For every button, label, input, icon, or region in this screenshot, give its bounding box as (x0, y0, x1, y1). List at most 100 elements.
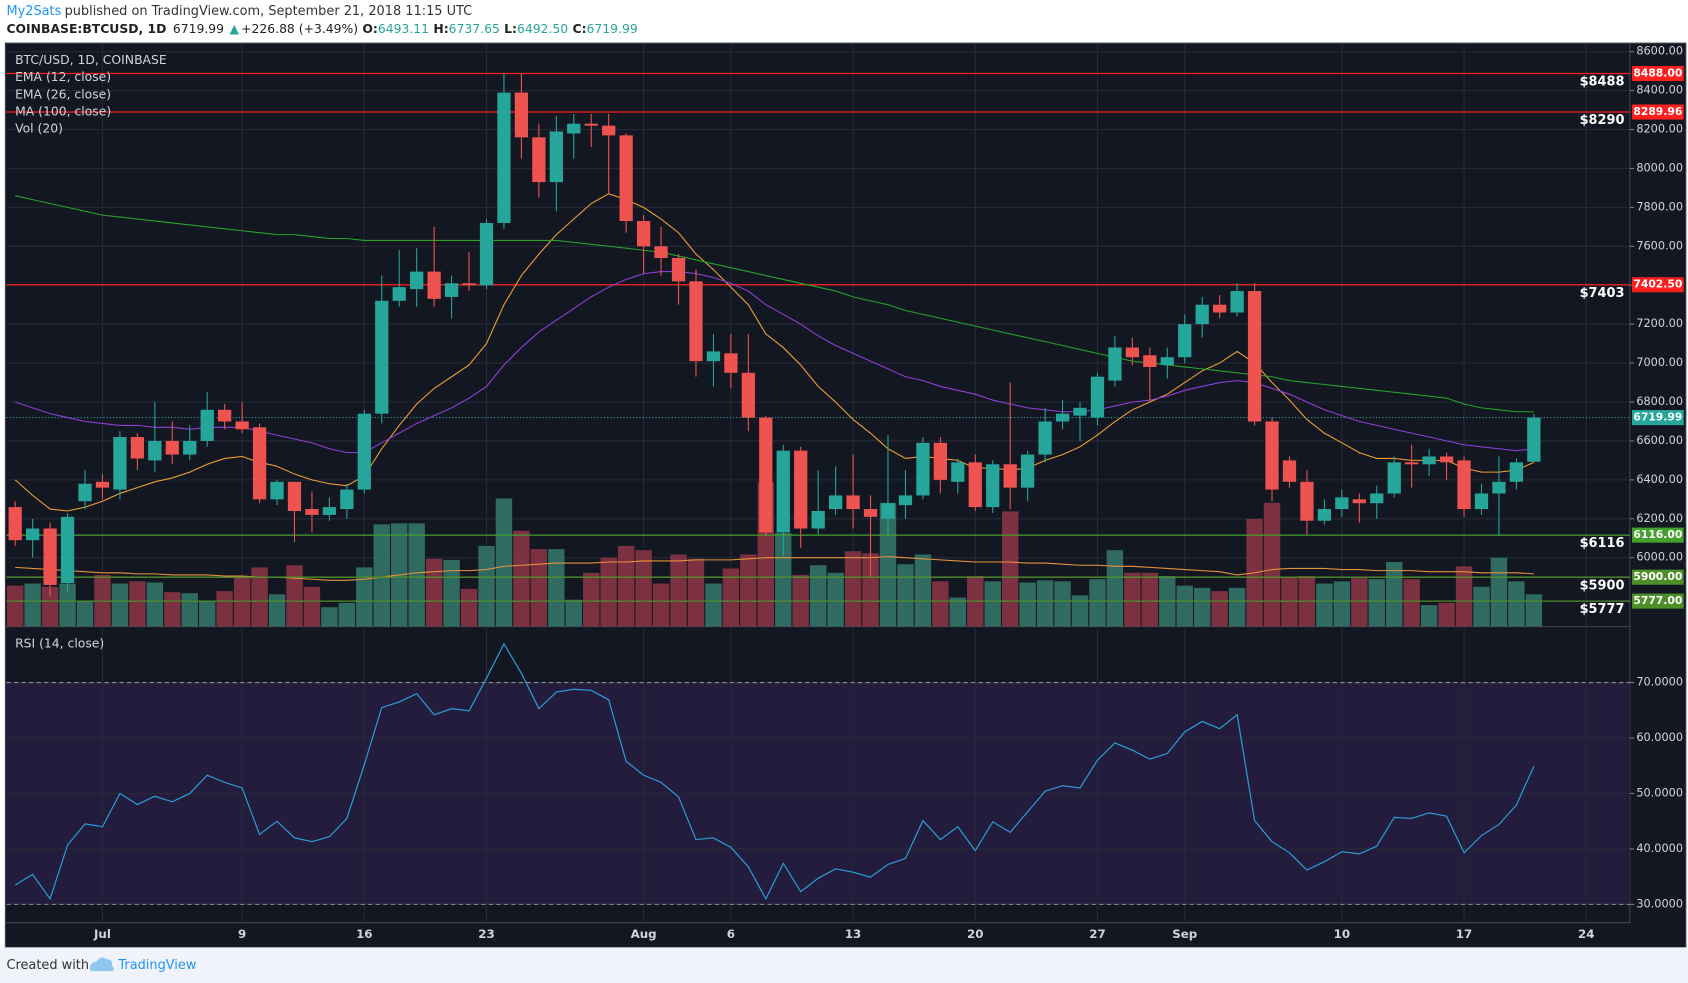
volume-bar (356, 567, 373, 627)
candle-body (1422, 456, 1436, 465)
candle-body (1073, 407, 1087, 416)
volume-bar (24, 583, 41, 627)
level-label: $8488 (1580, 75, 1625, 90)
candle-body (916, 442, 930, 496)
candle-body (706, 351, 721, 362)
volume-bar (722, 568, 740, 627)
x-tick-label: 20 (967, 927, 983, 941)
author[interactable]: My2Sats (6, 3, 61, 18)
last-tag-bg (1632, 410, 1684, 426)
candle-body (828, 495, 843, 510)
candle-body (1247, 291, 1262, 422)
volume-bar (775, 532, 792, 627)
volume-bar (740, 554, 757, 627)
candle-body (602, 125, 616, 136)
volume-bar (1508, 581, 1525, 627)
volume-bar (495, 498, 513, 627)
volume-bar (1019, 582, 1036, 627)
brand-logo (89, 957, 114, 972)
candle-body (1282, 460, 1297, 482)
ohlc-line: COINBASE:BTCUSD, 1D 6719.99 ▲ +226.88 (+3.4… (6, 22, 637, 36)
volume-bar (59, 583, 76, 627)
volume-bar (1193, 587, 1211, 627)
level-tag: 8289.96 (1633, 105, 1682, 118)
candle-body (1439, 456, 1454, 463)
volume-bar (652, 583, 670, 627)
candle-body (549, 131, 563, 183)
volume-bar (1106, 550, 1124, 627)
legend-entry: MA (100, close) (15, 105, 111, 119)
candle-body (95, 481, 110, 488)
candle-body (200, 409, 214, 441)
candle-body (375, 300, 389, 414)
volume-bar (1263, 502, 1281, 627)
candle-body (689, 281, 703, 362)
volume-bar (932, 581, 949, 627)
volume-bar (460, 588, 478, 627)
candle-body (724, 353, 738, 373)
x-tick-label: Aug (631, 927, 657, 941)
level-label: $5777 (1580, 602, 1625, 617)
level-tag: 7402.50 (1633, 278, 1682, 291)
arrow: ▲ (229, 22, 239, 36)
volume-bar (286, 565, 303, 627)
volume-bar (1089, 579, 1106, 627)
candle-body (532, 137, 546, 183)
level-tag-bg (1632, 277, 1684, 293)
volume-bar (530, 549, 548, 627)
candle-body (60, 516, 75, 584)
volume-bar (41, 586, 59, 627)
candle-body (479, 222, 494, 286)
volume-bar (984, 581, 1001, 627)
candle-body (497, 92, 511, 223)
volume-bar (1438, 602, 1455, 627)
candle-body (1527, 417, 1541, 462)
level-label: $7403 (1580, 286, 1625, 301)
candle-body (427, 271, 441, 299)
candle-body (811, 510, 825, 529)
y-tick-label: 6000.00 (1636, 551, 1683, 564)
candle-body (130, 437, 145, 459)
volume-bar (513, 530, 530, 627)
c-label: C: (573, 22, 587, 36)
created-with: Created with (6, 958, 89, 973)
volume-bar (408, 523, 425, 627)
volume-bar (1351, 578, 1368, 627)
volume-bar (129, 581, 146, 627)
brand[interactable]: TradingView (117, 958, 196, 973)
volume-bar (1316, 583, 1333, 627)
candle-body (1492, 481, 1506, 494)
candle-body (1300, 481, 1314, 521)
candle-body (1474, 493, 1489, 510)
volume-bar (687, 558, 705, 627)
rsi-tick-label: 60.0000 (1636, 731, 1683, 744)
level-tag-bg (1632, 569, 1684, 585)
y-tick-label: 7200.00 (1636, 317, 1683, 330)
level-label: $6116 (1580, 536, 1625, 551)
level-tag-bg (1632, 593, 1684, 609)
volume-bar (216, 591, 233, 627)
volume-bar (1473, 586, 1490, 627)
volume-bar (76, 600, 94, 627)
candle-body (392, 287, 406, 301)
candle-body (1213, 304, 1227, 313)
volume-bar (1525, 594, 1543, 627)
volume-bar (1176, 585, 1193, 627)
candle-body (1230, 291, 1244, 313)
x-tick-label: Jul (93, 927, 111, 941)
header-line: My2Sats published on TradingView.com, Sep… (6, 3, 472, 18)
volume-bar (1124, 572, 1141, 627)
candle-body (1125, 347, 1140, 358)
volume-bar (1001, 511, 1019, 627)
last-tag: 6719.99 (1633, 411, 1682, 424)
candle-body (8, 507, 22, 541)
candle-body (305, 509, 319, 515)
candle-body (968, 462, 982, 508)
volume-bar (1455, 566, 1473, 627)
candle-body (287, 481, 302, 511)
x-tick-label: 6 (727, 927, 735, 941)
volume-bar (1071, 595, 1089, 627)
candle-body (235, 421, 249, 430)
candle-body (1003, 464, 1017, 488)
